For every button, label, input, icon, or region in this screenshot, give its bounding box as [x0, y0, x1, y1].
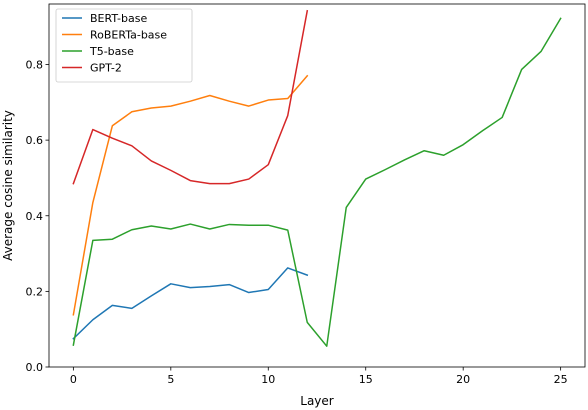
legend-label: T5-base	[89, 45, 134, 58]
series-line-roberta-base	[72, 74, 309, 316]
x-tick-label: 10	[261, 373, 275, 386]
axes-layer: 0 5 10 15 20 25 0.0 0.2 0.4 0.6 0.8	[26, 3, 586, 386]
y-tick-label: 0.6	[26, 134, 44, 147]
x-tick-label: 25	[554, 373, 568, 386]
x-tick-label: 0	[70, 373, 77, 386]
x-axis-title: Layer	[300, 394, 334, 408]
legend-label: GPT-2	[90, 62, 122, 75]
axes-frame	[48, 3, 586, 368]
series-line-bert-base	[72, 267, 309, 340]
y-tick-label: 0.4	[26, 210, 44, 223]
series-line-gpt-2	[72, 9, 309, 185]
x-tick-label: 15	[359, 373, 373, 386]
y-tick-label: 0.2	[26, 285, 44, 298]
legend-label: RoBERTa-base	[90, 29, 167, 42]
legend-box	[55, 8, 193, 83]
series-layer	[72, 9, 562, 347]
x-tick-label: 5	[167, 373, 174, 386]
legend-label: BERT-base	[90, 12, 147, 25]
x-tick-label: 20	[456, 373, 470, 386]
series-line-t5-base	[72, 17, 562, 347]
y-axis-title: Average cosine similarity	[1, 110, 15, 261]
y-tick-label: 0.0	[26, 361, 44, 374]
y-tick-label: 0.8	[26, 59, 44, 72]
legend: BERT-base RoBERTa-base T5-base GPT-2	[55, 8, 193, 83]
